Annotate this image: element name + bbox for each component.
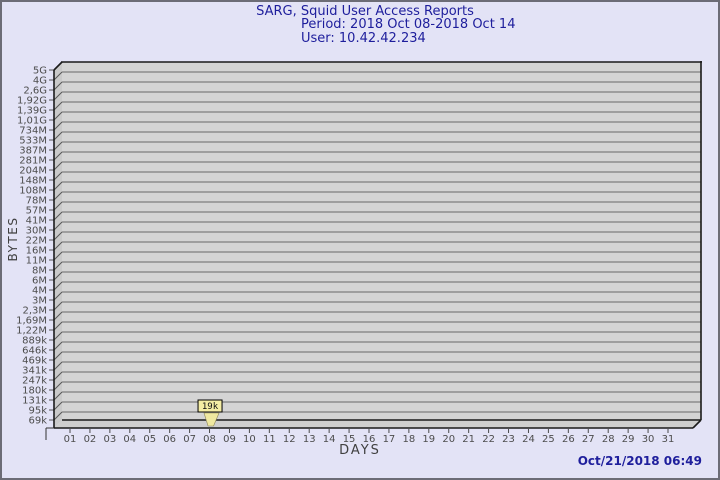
svg-text:18: 18 [402,434,415,445]
svg-text:23: 23 [502,434,515,445]
svg-text:21: 21 [462,434,475,445]
svg-text:02: 02 [84,434,97,445]
svg-text:131k: 131k [22,396,47,407]
svg-text:57M: 57M [26,206,47,217]
svg-text:734M: 734M [19,126,47,137]
chart-user-line: User: 10.42.42.234 [301,31,426,46]
svg-text:08: 08 [203,434,216,445]
svg-text:06: 06 [163,434,176,445]
svg-text:8M: 8M [32,266,47,277]
svg-text:30M: 30M [26,226,47,237]
svg-text:247k: 247k [22,376,47,387]
svg-text:646k: 646k [22,346,47,357]
svg-text:07: 07 [183,434,196,445]
svg-text:01: 01 [64,434,77,445]
svg-text:16M: 16M [26,246,47,257]
svg-text:27: 27 [582,434,595,445]
svg-text:281M: 281M [19,156,47,167]
svg-text:69k: 69k [28,416,47,427]
y-axis-title: BYTES [6,216,20,262]
svg-text:31: 31 [662,434,675,445]
svg-text:204M: 204M [19,166,47,177]
svg-text:148M: 148M [19,176,47,187]
svg-text:108M: 108M [19,186,47,197]
svg-text:341k: 341k [22,366,47,377]
svg-text:29: 29 [622,434,635,445]
chart-period-line: Period: 2018 Oct 08-2018 Oct 14 [301,17,516,32]
chart-title: SARG, Squid User Access Reports [256,4,474,19]
svg-text:03: 03 [103,434,116,445]
svg-text:533M: 533M [19,136,47,147]
svg-text:4M: 4M [32,286,47,297]
svg-text:2,3M: 2,3M [22,306,47,317]
svg-text:3M: 3M [32,296,47,307]
chart-subtitle: Period: 2018 Oct 08-2018 Oct 14 User: 10… [301,18,515,46]
svg-text:95k: 95k [28,406,47,417]
svg-text:09: 09 [223,434,236,445]
svg-text:6M: 6M [32,276,47,287]
svg-text:1,39G: 1,39G [17,106,47,117]
svg-text:78M: 78M [26,196,47,207]
svg-text:11: 11 [263,434,276,445]
svg-text:19: 19 [422,434,435,445]
svg-text:16: 16 [363,434,376,445]
svg-text:17: 17 [383,434,396,445]
svg-text:24: 24 [522,434,535,445]
svg-text:04: 04 [123,434,136,445]
svg-text:28: 28 [602,434,615,445]
svg-text:889k: 889k [22,336,47,347]
svg-text:180k: 180k [22,386,47,397]
svg-text:5G: 5G [33,66,47,77]
svg-text:22M: 22M [26,236,47,247]
svg-text:26: 26 [562,434,575,445]
svg-text:19k: 19k [202,402,219,412]
svg-text:1,22M: 1,22M [16,326,47,337]
svg-text:4G: 4G [33,76,47,87]
svg-text:14: 14 [323,434,336,445]
svg-text:387M: 387M [19,146,47,157]
svg-text:12: 12 [283,434,296,445]
svg-text:30: 30 [642,434,655,445]
generated-timestamp: Oct/21/2018 06:49 [577,454,702,468]
svg-text:41M: 41M [26,216,47,227]
svg-text:25: 25 [542,434,555,445]
svg-text:13: 13 [303,434,316,445]
svg-text:469k: 469k [22,356,47,367]
x-axis-title: DAYS [339,443,381,458]
svg-text:22: 22 [482,434,495,445]
svg-text:1,92G: 1,92G [17,96,47,107]
svg-text:20: 20 [442,434,455,445]
svg-text:05: 05 [143,434,156,445]
svg-text:11M: 11M [26,256,47,267]
svg-text:10: 10 [243,434,256,445]
svg-text:2,6G: 2,6G [23,86,47,97]
svg-text:15: 15 [343,434,356,445]
svg-text:1,69M: 1,69M [16,316,47,327]
svg-text:1,01G: 1,01G [17,116,47,127]
